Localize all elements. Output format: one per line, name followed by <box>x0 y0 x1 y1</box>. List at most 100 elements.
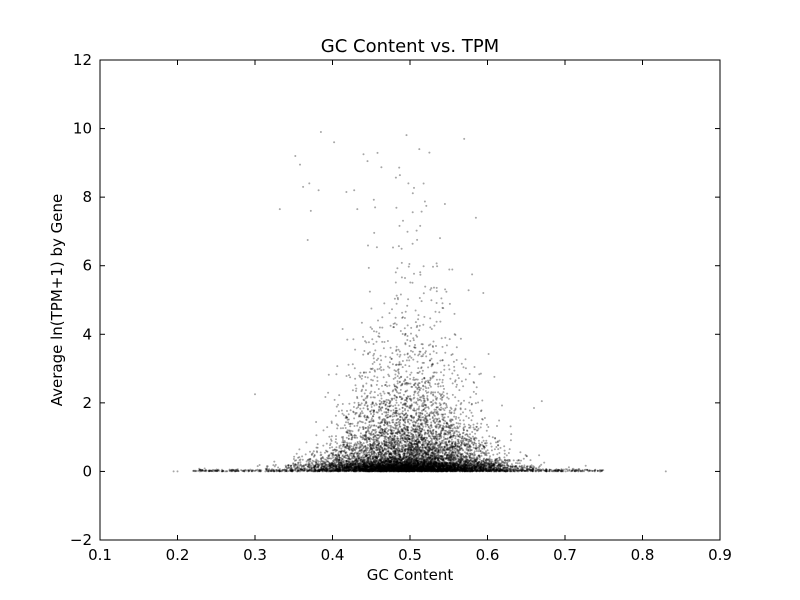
data-point <box>490 449 493 452</box>
data-point <box>531 467 534 470</box>
data-point <box>402 219 404 222</box>
data-point <box>460 441 463 444</box>
data-point <box>381 384 383 387</box>
data-point <box>404 461 407 464</box>
data-point <box>424 407 426 410</box>
data-point <box>343 424 346 427</box>
data-point <box>434 391 437 394</box>
data-point <box>346 466 349 469</box>
data-point <box>466 466 469 469</box>
data-point <box>430 299 433 302</box>
data-point <box>448 465 451 468</box>
data-point <box>395 422 398 424</box>
data-point <box>371 469 374 471</box>
data-point <box>390 461 393 464</box>
data-point <box>473 459 476 462</box>
data-point <box>408 467 411 470</box>
data-point <box>423 466 426 469</box>
data-point <box>369 432 372 435</box>
data-point <box>477 461 480 464</box>
data-point <box>416 445 419 448</box>
data-point <box>402 466 405 469</box>
data-point <box>496 441 499 444</box>
data-point <box>445 290 448 293</box>
data-point <box>336 442 339 445</box>
data-point <box>354 384 357 387</box>
data-point <box>543 469 546 472</box>
data-point <box>385 401 388 404</box>
data-point <box>413 466 416 468</box>
data-point <box>395 466 398 469</box>
data-point <box>525 455 528 457</box>
data-point <box>488 466 491 469</box>
data-point <box>422 323 425 326</box>
data-point <box>386 391 389 394</box>
data-point <box>448 465 451 467</box>
data-point <box>375 425 378 427</box>
data-point <box>370 430 373 433</box>
data-point <box>409 467 412 470</box>
data-point <box>402 468 405 471</box>
data-point <box>424 351 427 354</box>
data-point <box>421 467 424 470</box>
data-point <box>472 443 475 446</box>
data-point <box>391 470 394 473</box>
data-point <box>462 419 465 422</box>
data-point <box>383 423 385 426</box>
data-point <box>449 420 452 423</box>
data-point <box>375 411 378 414</box>
data-point <box>398 363 401 366</box>
data-point <box>364 389 367 392</box>
data-point <box>436 469 438 472</box>
data-point <box>471 466 474 469</box>
data-point <box>416 467 419 470</box>
data-point <box>392 405 395 408</box>
data-point <box>495 441 497 444</box>
data-point <box>455 469 457 472</box>
data-point <box>435 462 438 465</box>
data-point <box>378 465 381 468</box>
data-point <box>404 464 407 466</box>
data-point <box>316 451 319 454</box>
data-point <box>353 425 356 427</box>
data-point <box>390 464 393 467</box>
data-point <box>370 448 372 451</box>
data-point <box>413 401 416 404</box>
data-point <box>368 470 371 473</box>
data-point <box>334 467 337 470</box>
data-point <box>386 445 389 448</box>
data-point <box>436 265 439 268</box>
data-point <box>343 468 346 471</box>
data-point <box>305 464 307 467</box>
data-point <box>383 341 386 343</box>
data-point <box>410 468 413 471</box>
data-point <box>351 450 354 452</box>
data-point <box>369 326 372 329</box>
data-point <box>418 425 421 428</box>
data-point <box>412 376 415 379</box>
data-point <box>390 445 393 448</box>
data-point <box>371 470 374 473</box>
data-point <box>376 469 379 472</box>
data-point <box>435 286 438 289</box>
data-point <box>414 458 417 461</box>
data-point <box>415 401 418 404</box>
data-point <box>425 406 428 409</box>
data-point <box>350 462 353 465</box>
data-point <box>434 401 437 404</box>
data-point <box>317 466 320 469</box>
data-point <box>432 391 435 394</box>
data-point <box>376 380 379 382</box>
data-point <box>506 469 509 472</box>
data-point <box>390 465 393 468</box>
data-point <box>372 441 375 444</box>
data-point <box>377 462 380 464</box>
data-point <box>431 465 434 468</box>
data-point <box>403 380 405 383</box>
data-point <box>436 467 439 470</box>
data-point <box>366 405 369 408</box>
data-point <box>437 459 440 462</box>
data-point <box>457 416 460 419</box>
data-point <box>437 385 440 388</box>
data-point <box>482 439 485 442</box>
